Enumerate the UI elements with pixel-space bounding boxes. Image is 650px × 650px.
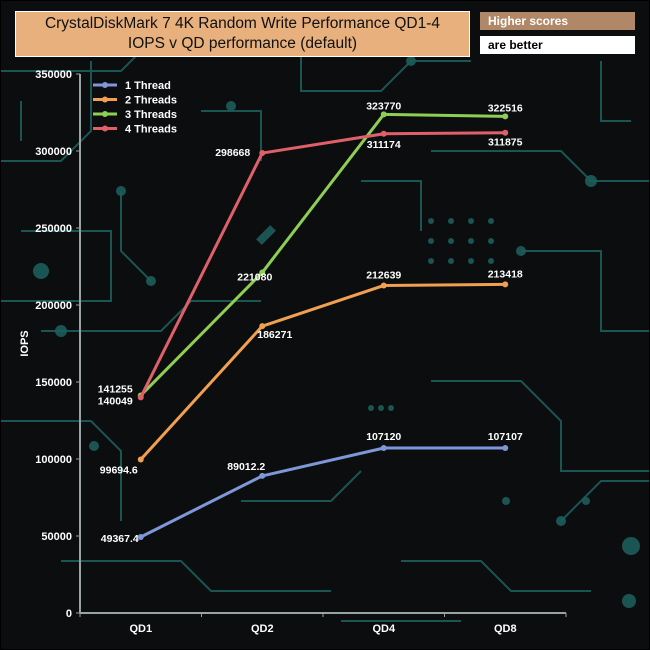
data-label: 311875 [488,137,523,149]
data-label: 107120 [366,431,401,443]
data-point [259,323,266,330]
chart-title-line-2: IOPS v QD performance (default) [127,35,358,52]
data-point [259,269,266,276]
data-labels: 49367.4 89012.2 107120 107107 99694.6 186271 2… [98,100,523,545]
data-label: 213418 [488,268,523,280]
data-point [502,445,509,452]
legend-marker [102,96,108,103]
y-tick-label: 150000 [35,377,72,389]
data-point [502,281,509,288]
badge-are-better: are better [480,36,635,54]
y-tick-label: 200000 [35,300,72,312]
series-line [139,131,506,398]
data-label: 212639 [366,270,401,282]
legend-label: 3 Threads [125,109,177,121]
series-line [139,112,506,397]
legend-marker [102,111,108,117]
data-point [502,113,509,120]
y-tick-label: 300000 [35,146,72,158]
data-label: 89012.2 [227,461,265,473]
data-label: 140049 [98,395,133,407]
y-tick-label: 100000 [35,454,72,466]
data-point [502,129,509,136]
x-tick-label: QD4 [372,623,396,635]
data-point [259,472,266,479]
chart-title: CrystalDiskMark 7 4K Random Write Perfor… [15,11,470,57]
legend-label: 4 Threads [125,124,177,136]
x-tick-label: QD2 [251,623,274,635]
y-tick-label: 350000 [35,69,72,81]
legend-label: 1 Thread [125,80,171,92]
data-label: 49367.4 [101,533,139,545]
axes: 0 50000 100000 150000 200000 250000 300000 3500… [19,69,567,635]
x-tick-label: QD1 [129,623,152,635]
badge-higher-scores: Higher scores [480,12,635,30]
y-tick-label: 0 [66,608,72,620]
data-point [259,150,266,157]
data-point [380,111,387,118]
data-label: 298668 [215,147,250,159]
chart-title-line-1: CrystalDiskMark 7 4K Random Write Perfor… [44,15,441,32]
legend-marker [102,125,108,132]
data-label: 107107 [488,431,523,443]
series-line [140,446,506,539]
data-point [380,282,387,289]
legend: 1 Thread 2 Threads 3 Threads 4 Threads [93,80,177,136]
data-point [137,533,144,540]
data-label: 186271 [257,329,292,341]
series-layer [137,111,509,540]
y-tick-label: 250000 [35,223,72,235]
legend-label: 2 Threads [125,95,177,107]
y-tick-label: 50000 [41,531,72,543]
data-label: 311174 [367,139,401,151]
data-label: 141255 [98,383,133,395]
data-point [137,394,144,401]
data-point [380,130,387,137]
data-label: 323770 [366,100,401,112]
y-axis-title: IOPS [19,330,31,356]
data-point [137,456,144,463]
x-tick-label: QD8 [494,623,517,635]
data-point [380,445,387,452]
data-label: 221080 [237,272,272,284]
data-label: 322516 [488,102,523,114]
data-label: 99694.6 [100,464,138,476]
legend-marker [102,82,108,88]
series-line [139,282,506,461]
